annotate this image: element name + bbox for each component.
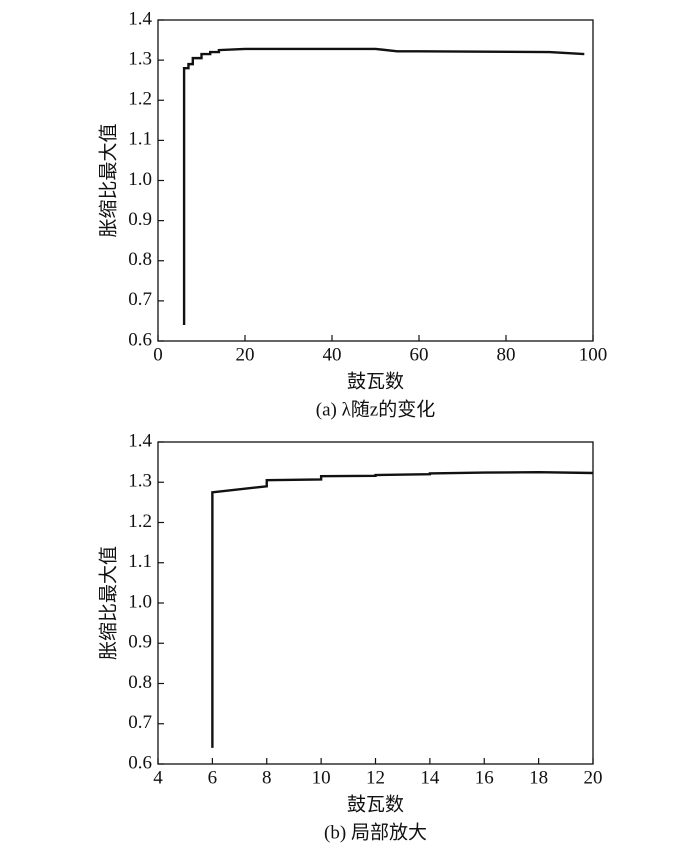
y-tick-label: 1.2 bbox=[128, 89, 152, 110]
data-line bbox=[211, 470, 594, 748]
x-tick-label: 60 bbox=[410, 344, 429, 365]
data-line bbox=[182, 47, 585, 325]
x-tick-label: 100 bbox=[579, 344, 608, 365]
x-tick-label: 12 bbox=[366, 767, 385, 788]
y-tick-label: 0.9 bbox=[128, 209, 152, 230]
x-tick-label: 20 bbox=[584, 767, 603, 788]
y-tick-label: 0.8 bbox=[128, 672, 152, 693]
y-tick-label: 1.4 bbox=[128, 8, 152, 29]
x-tick-label: 18 bbox=[529, 767, 548, 788]
y-tick-label: 1.2 bbox=[128, 511, 152, 532]
y-tick-label: 0.8 bbox=[128, 249, 152, 270]
x-axis-label: 鼓瓦数 bbox=[347, 370, 404, 392]
x-tick-label: 6 bbox=[208, 767, 218, 788]
caption: (a) λ随z的变化 bbox=[316, 398, 435, 420]
x-tick-label: 8 bbox=[262, 767, 272, 788]
y-tick-label: 1.1 bbox=[128, 551, 152, 572]
x-tick-label: 80 bbox=[497, 344, 516, 365]
y-tick-label: 1.3 bbox=[128, 48, 152, 69]
y-tick-label: 0.6 bbox=[128, 329, 152, 350]
x-tick-label: 14 bbox=[420, 767, 440, 788]
x-tick-label: 20 bbox=[236, 344, 255, 365]
caption: (b) 局部放大 bbox=[324, 821, 427, 843]
x-tick-label: 40 bbox=[323, 344, 342, 365]
plot-frame bbox=[157, 19, 594, 342]
y-axis-label: 胀缩比最大值 bbox=[97, 123, 119, 237]
x-tick-label: 0 bbox=[153, 344, 163, 365]
y-tick-label: 0.9 bbox=[128, 632, 152, 653]
y-axis-label: 胀缩比最大值 bbox=[97, 546, 119, 660]
y-tick-label: 1.0 bbox=[128, 169, 152, 190]
y-tick-label: 1.1 bbox=[128, 129, 152, 150]
y-tick-label: 0.7 bbox=[128, 289, 152, 310]
x-tick-label: 4 bbox=[153, 767, 163, 788]
y-tick-label: 1.0 bbox=[128, 591, 152, 612]
x-axis-label: 鼓瓦数 bbox=[347, 793, 404, 815]
y-tick-label: 0.7 bbox=[128, 712, 152, 733]
y-tick-label: 1.4 bbox=[128, 430, 152, 451]
y-tick-label: 1.3 bbox=[128, 471, 152, 492]
x-tick-label: 16 bbox=[475, 767, 494, 788]
y-tick-label: 0.6 bbox=[128, 752, 152, 773]
x-tick-label: 10 bbox=[312, 767, 331, 788]
